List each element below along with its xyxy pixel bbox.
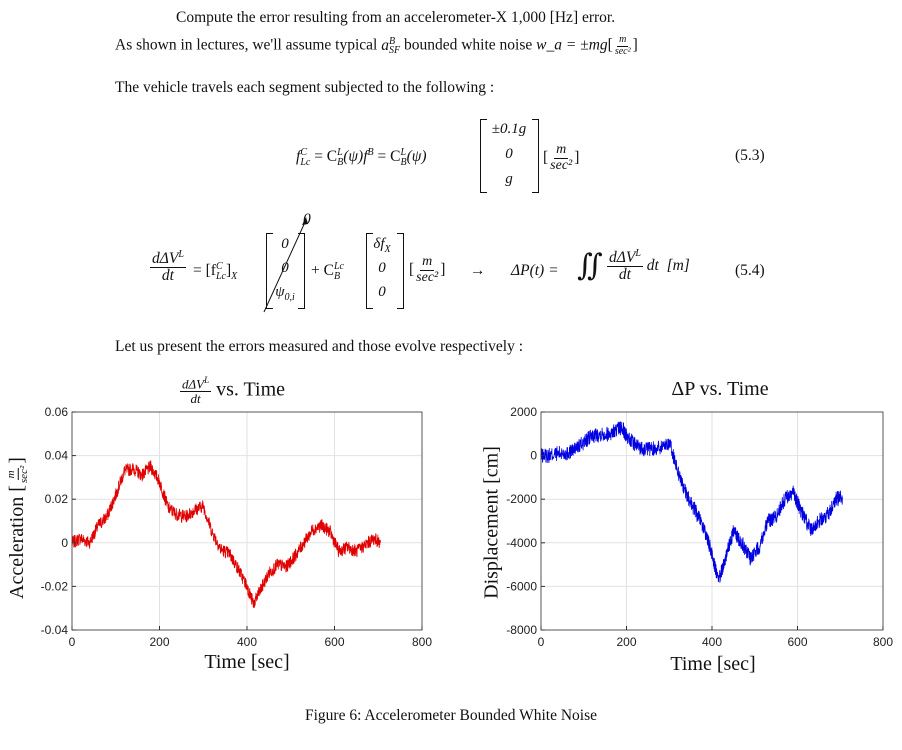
eq54-term2: + C Lc B: [311, 261, 344, 282]
eq54-lhs: dΔVL dt: [150, 249, 186, 285]
noise-unit: m sec²: [614, 34, 631, 57]
eq54-vector1-right-bracket: [298, 233, 305, 309]
chart-1: 0 200 400 600 800 -0.04 -0.02 0 0.02 0.04 0.06: [41, 405, 433, 649]
x-tick-label: 800: [412, 635, 432, 649]
x-tick-label: 400: [702, 635, 722, 649]
y-tick-label: -6000: [506, 579, 537, 593]
x-tick-label: 0: [69, 635, 76, 649]
y-tick-label: -4000: [506, 536, 537, 550]
chart-2-xlabel: Time [sec]: [670, 653, 756, 675]
intro-line-2: As shown in lectures, we'll assume typic…: [115, 34, 638, 57]
x-tick-label: 400: [237, 635, 257, 649]
eq53-vector-row-2: 0: [505, 146, 513, 162]
chart-2-title: ΔP vs. Time: [671, 378, 769, 400]
eq53-vector-left-bracket: [480, 119, 487, 193]
asf-symbol: a B SF: [381, 35, 401, 56]
eq54-integral: ∬: [577, 249, 603, 282]
y-tick-label: 0: [530, 449, 537, 463]
y-tick-label: 0: [61, 536, 68, 550]
y-tick-label: 2000: [510, 405, 537, 419]
x-tick-label: 800: [873, 635, 893, 649]
y-tick-label: -0.04: [41, 623, 69, 637]
intro-line-1: Compute the error resulting from an acce…: [176, 9, 616, 26]
eq54-vector2-left-bracket: [366, 233, 373, 309]
y-tick-label: 0.04: [45, 449, 69, 463]
eq54-unit: [m sec²]: [409, 254, 446, 285]
eq54-vector1-row-3: ψ0,i: [275, 284, 295, 303]
eq53-number: (5.3): [735, 147, 765, 164]
y-tick-label: 0.02: [45, 492, 69, 506]
eq54-term1: = [f C Lc]X: [193, 261, 238, 283]
x-tick-label: 200: [149, 635, 169, 649]
chart-2-ylabel: Displacement [cm]: [480, 446, 503, 599]
eq54-vector2-row-3: 0: [378, 284, 386, 300]
eq54-arrow: →: [470, 262, 486, 279]
eq53-vector-row-1: ±0.1g: [491, 121, 527, 137]
intro-line-3: The vehicle travels each segment subject…: [115, 79, 495, 96]
chart-2: 0 200 400 600 800 -8000 -6000 -4000 -2000 0 2000: [506, 405, 893, 649]
eq54-number: (5.4): [735, 262, 765, 279]
eq54-dp: ΔP(t) =: [511, 262, 559, 279]
eq53-vector-right-bracket: [532, 119, 539, 193]
eq54-vector1-row-1: 0: [281, 236, 289, 252]
eq53-unit: [m sec²]: [543, 142, 580, 173]
eq53-vector-row-3: g: [505, 171, 513, 187]
intro-line-2-mid: bounded white noise: [403, 36, 533, 54]
eq53-lhs: f C Lc = C L B (ψ)fB = C L B (ψ): [296, 147, 427, 168]
present-text: Let us present the errors measured and t…: [115, 338, 524, 355]
y-tick-label: 0.06: [45, 405, 69, 419]
eq54-vector2-row-1: δfX: [373, 236, 391, 255]
eq54-integrand: dΔVL dt dt [m]: [607, 248, 690, 284]
y-tick-label: -0.02: [41, 579, 69, 593]
y-tick-label: -2000: [506, 492, 537, 506]
x-tick-label: 200: [616, 635, 636, 649]
x-tick-label: 600: [324, 635, 344, 649]
eq54-vector1-left-bracket: [266, 233, 273, 309]
x-tick-label: 0: [538, 635, 545, 649]
eq54-vector1-row-2: 0: [281, 260, 289, 276]
eq54-arrow-label: 0: [303, 211, 311, 228]
eq54-vector2-right-bracket: [397, 233, 404, 309]
eq54-vector2-row-2: 0: [378, 260, 386, 276]
chart-1-ylabel: Acceleration [m sec²]: [5, 457, 30, 599]
chart-1-xlabel: Time [sec]: [204, 651, 290, 673]
chart-1-title: dΔVL dt vs. Time: [180, 375, 286, 406]
intro-line-2-prefix: As shown in lectures, we'll assume typic…: [115, 36, 378, 54]
chart-1-series-line: [71, 460, 381, 608]
eq54-strike-arrow: [263, 217, 308, 313]
chart-2-series-line: [540, 421, 843, 583]
x-tick-label: 600: [787, 635, 807, 649]
noise-equation: w_a = ±mg: [536, 36, 608, 54]
y-tick-label: -8000: [506, 623, 537, 637]
figure-caption: Figure 6: Accelerometer Bounded White No…: [305, 707, 597, 724]
